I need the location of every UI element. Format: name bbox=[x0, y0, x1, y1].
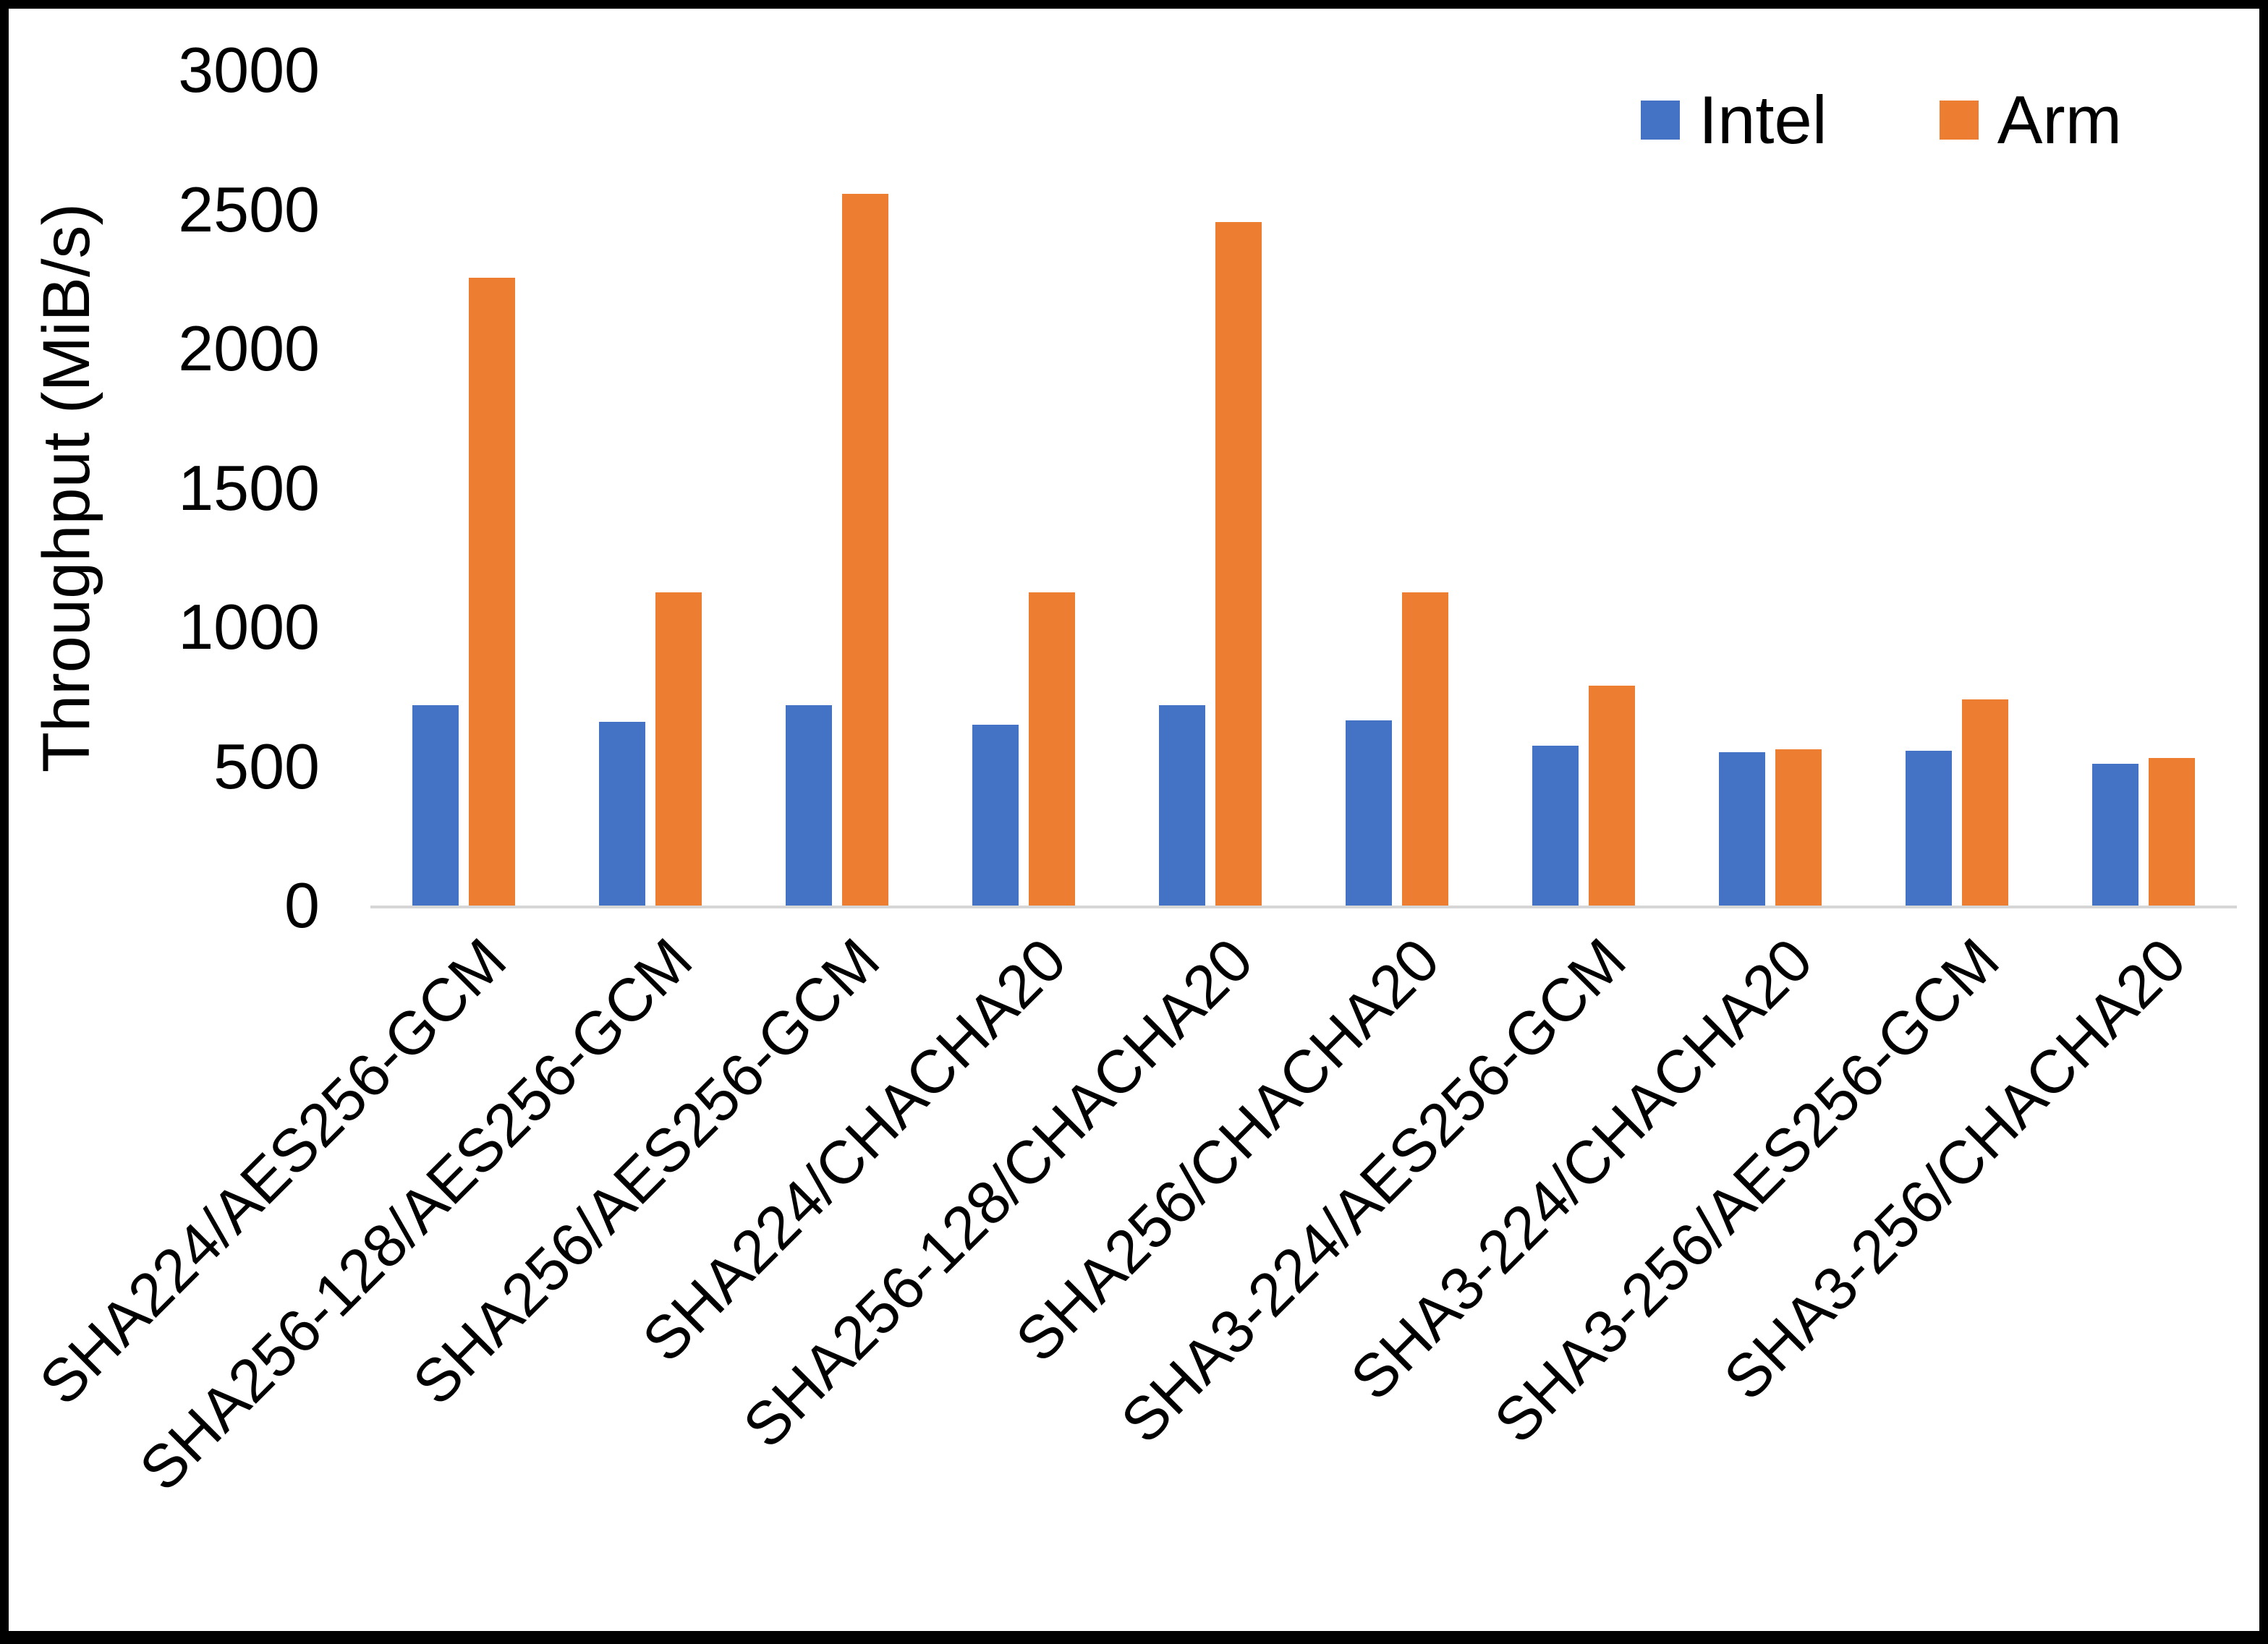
x-axis-line bbox=[370, 906, 2237, 908]
bar-intel bbox=[1346, 720, 1392, 906]
y-axis-tick-label: 1000 bbox=[178, 591, 320, 663]
legend: Intel Arm bbox=[1641, 81, 2122, 159]
y-axis-title-text: Throughput (MiB/s) bbox=[30, 203, 104, 773]
y-axis-tick-label: 1500 bbox=[178, 451, 320, 524]
arm-swatch-icon bbox=[1939, 101, 1979, 140]
y-axis-tick-label: 2500 bbox=[178, 173, 320, 245]
bar-arm bbox=[1775, 749, 1822, 906]
bar-arm bbox=[1962, 699, 2008, 906]
bar-intel bbox=[599, 721, 645, 906]
legend-item-arm: Arm bbox=[1939, 81, 2122, 159]
legend-item-intel: Intel bbox=[1641, 81, 1827, 159]
intel-swatch-icon bbox=[1641, 101, 1680, 140]
bar-arm bbox=[655, 592, 702, 906]
y-axis-tick-label: 2000 bbox=[178, 312, 320, 384]
bar-arm bbox=[2149, 757, 2195, 906]
bar-arm bbox=[469, 277, 515, 906]
bar-arm bbox=[1215, 221, 1262, 906]
bar-intel bbox=[1532, 745, 1579, 906]
legend-label-arm: Arm bbox=[1997, 82, 2122, 158]
bar-intel bbox=[412, 704, 459, 906]
y-axis-tick-label: 3000 bbox=[178, 34, 320, 106]
bar-arm bbox=[1029, 592, 1075, 906]
bar-arm bbox=[842, 194, 888, 906]
y-axis-tick-label: 0 bbox=[284, 869, 320, 941]
y-axis-title: Throughput (MiB/s) bbox=[13, 70, 122, 906]
bar-intel bbox=[1719, 752, 1765, 906]
bar-arm bbox=[1589, 685, 1635, 906]
bar-intel bbox=[1159, 704, 1205, 906]
bar-intel bbox=[2092, 763, 2139, 906]
bar-intel bbox=[1906, 751, 1952, 906]
bar-intel bbox=[972, 724, 1019, 906]
legend-label-intel: Intel bbox=[1699, 82, 1827, 158]
bar-intel bbox=[786, 704, 832, 906]
bar-arm bbox=[1402, 592, 1448, 906]
y-axis-tick-label: 500 bbox=[213, 730, 320, 802]
